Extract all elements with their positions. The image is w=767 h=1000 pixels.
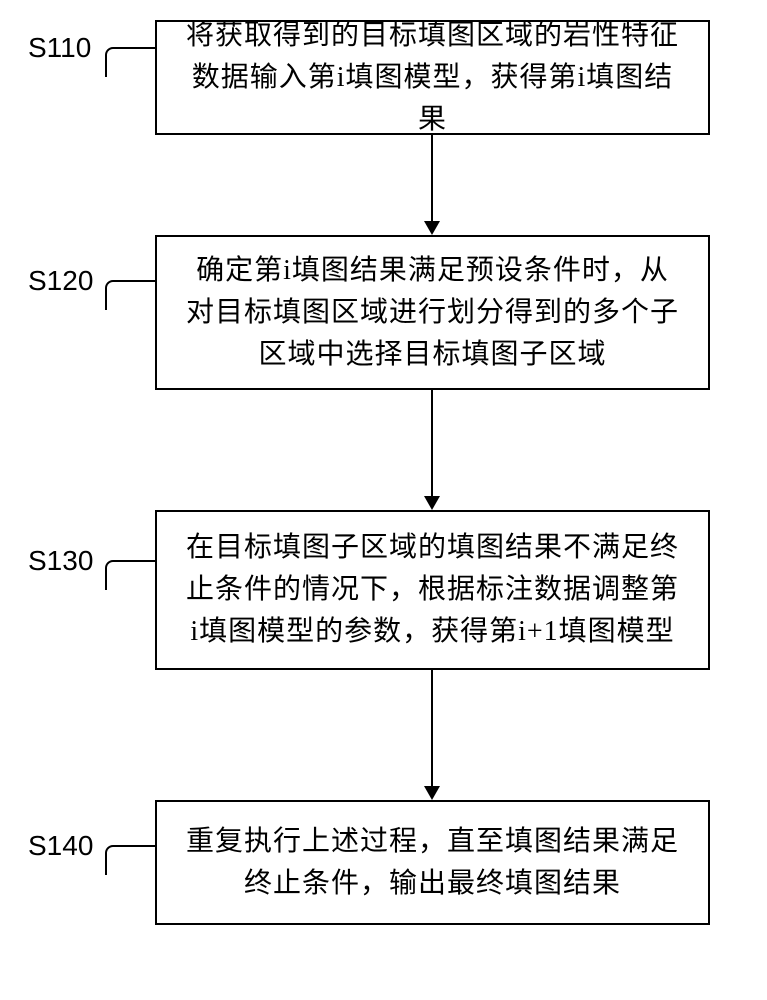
arrow-line-1 xyxy=(431,135,433,221)
step-text-s140: 重复执行上述过程，直至填图结果满足终止条件，输出最终填图结果 xyxy=(182,821,683,905)
step-text-s130: 在目标填图子区域的填图结果不满足终止条件的情况下，根据标注数据调整第i填图模型的… xyxy=(182,527,683,653)
flowchart-container: S110 将获取得到的目标填图区域的岩性特征数据输入第i填图模型，获得第i填图结… xyxy=(0,0,767,1000)
label-connector-s140 xyxy=(105,845,155,875)
step-label-s140: S140 xyxy=(28,830,93,862)
arrow-head-1 xyxy=(424,221,440,235)
arrow-line-3 xyxy=(431,670,433,786)
step-box-s110: 将获取得到的目标填图区域的岩性特征数据输入第i填图模型，获得第i填图结果 xyxy=(155,20,710,135)
label-connector-s130 xyxy=(105,560,155,590)
step-box-s120: 确定第i填图结果满足预设条件时，从对目标填图区域进行划分得到的多个子区域中选择目… xyxy=(155,235,710,390)
step-label-s110: S110 xyxy=(28,32,91,64)
arrow-head-3 xyxy=(424,786,440,800)
arrow-line-2 xyxy=(431,390,433,496)
label-connector-s120 xyxy=(105,280,155,310)
step-label-s130: S130 xyxy=(28,545,93,577)
arrow-head-2 xyxy=(424,496,440,510)
step-text-s120: 确定第i填图结果满足预设条件时，从对目标填图区域进行划分得到的多个子区域中选择目… xyxy=(182,250,683,376)
step-box-s130: 在目标填图子区域的填图结果不满足终止条件的情况下，根据标注数据调整第i填图模型的… xyxy=(155,510,710,670)
label-connector-s110 xyxy=(105,47,155,77)
step-box-s140: 重复执行上述过程，直至填图结果满足终止条件，输出最终填图结果 xyxy=(155,800,710,925)
step-label-s120: S120 xyxy=(28,265,93,297)
step-text-s110: 将获取得到的目标填图区域的岩性特征数据输入第i填图模型，获得第i填图结果 xyxy=(182,15,683,141)
